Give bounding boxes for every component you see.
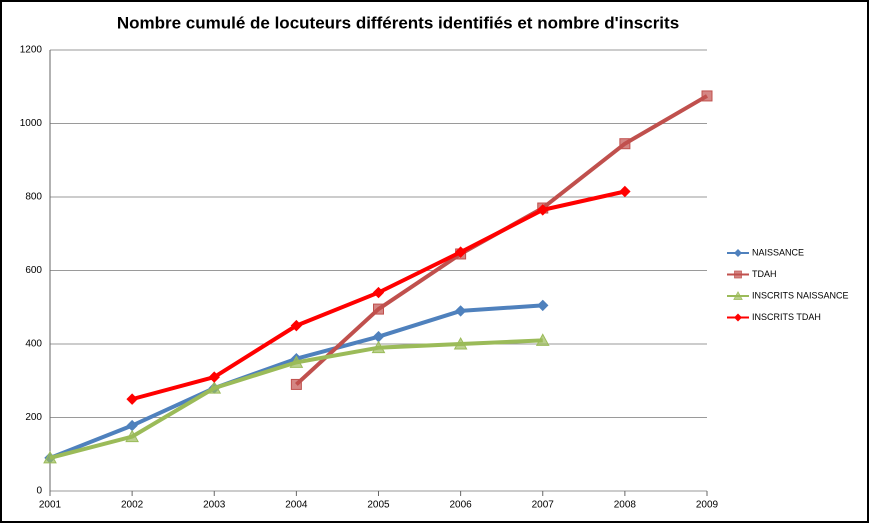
marker [125, 429, 139, 443]
marker [619, 185, 631, 198]
marker [619, 138, 631, 150]
y-tick-label: 400 [25, 339, 42, 350]
x-tick-label: 2004 [285, 500, 308, 511]
marker [537, 299, 549, 312]
marker [371, 340, 386, 354]
marker [207, 381, 222, 394]
y-tick-label: 1200 [20, 45, 43, 56]
marker [290, 319, 303, 332]
legend-marker [734, 270, 742, 279]
legend-label: TDAH [752, 269, 777, 279]
x-tick-label: 2002 [121, 500, 144, 511]
x-tick-label: 2005 [367, 500, 390, 511]
legend-marker [734, 313, 742, 322]
x-tick-label: 2008 [614, 500, 637, 511]
x-tick-label: 2009 [696, 500, 719, 511]
marker [453, 336, 468, 350]
marker [289, 355, 304, 368]
marker [290, 378, 302, 390]
x-tick-label: 2007 [532, 500, 555, 511]
x-tick-label: 2006 [450, 500, 473, 511]
x-tick-label: 2001 [39, 500, 62, 511]
legend-label: INSCRITS NAISSANCE [752, 290, 849, 300]
marker [701, 90, 713, 102]
chart-title: Nombre cumulé de locuteurs différents id… [117, 13, 679, 32]
legend-label: INSCRITS TDAH [752, 312, 821, 322]
marker [373, 303, 384, 315]
marker [535, 333, 550, 346]
marker [126, 393, 138, 405]
marker [537, 204, 549, 216]
y-tick-label: 600 [25, 265, 42, 276]
y-tick-label: 0 [36, 486, 42, 497]
marker [454, 305, 467, 317]
legend-marker [734, 249, 742, 257]
legend-label: NAISSANCE [752, 247, 804, 257]
marker [454, 246, 467, 258]
x-tick-label: 2003 [203, 500, 226, 511]
y-tick-label: 1000 [20, 118, 43, 129]
marker [372, 286, 385, 299]
y-tick-label: 200 [25, 412, 42, 423]
y-tick-label: 800 [25, 192, 42, 203]
legend-marker [733, 291, 743, 300]
marker [208, 371, 220, 383]
marker [43, 450, 57, 464]
